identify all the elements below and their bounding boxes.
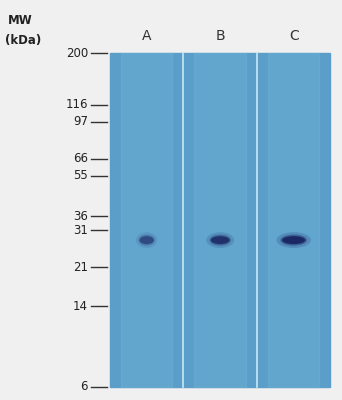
Text: 66: 66 bbox=[73, 152, 88, 165]
Text: 97: 97 bbox=[73, 115, 88, 128]
Text: A: A bbox=[142, 29, 152, 43]
Text: 36: 36 bbox=[73, 210, 88, 223]
Ellipse shape bbox=[280, 234, 307, 246]
Bar bbox=[268, 53, 319, 387]
Bar bbox=[110, 53, 330, 387]
Text: MW: MW bbox=[8, 14, 33, 27]
Ellipse shape bbox=[276, 232, 311, 248]
Text: 21: 21 bbox=[73, 261, 88, 274]
Ellipse shape bbox=[209, 234, 231, 246]
Text: 31: 31 bbox=[73, 224, 88, 237]
Text: 55: 55 bbox=[73, 169, 88, 182]
Text: C: C bbox=[289, 29, 299, 43]
Text: 14: 14 bbox=[73, 300, 88, 312]
Ellipse shape bbox=[140, 236, 154, 244]
Bar bbox=[195, 53, 246, 387]
Text: (kDa): (kDa) bbox=[5, 34, 41, 47]
Ellipse shape bbox=[211, 236, 229, 244]
Ellipse shape bbox=[282, 236, 305, 244]
Text: 200: 200 bbox=[66, 46, 88, 60]
Ellipse shape bbox=[139, 234, 155, 246]
Text: B: B bbox=[215, 29, 225, 43]
Bar bbox=[121, 53, 172, 387]
Ellipse shape bbox=[136, 232, 157, 248]
Text: 116: 116 bbox=[65, 98, 88, 111]
Ellipse shape bbox=[206, 232, 234, 248]
Text: 6: 6 bbox=[80, 380, 88, 393]
